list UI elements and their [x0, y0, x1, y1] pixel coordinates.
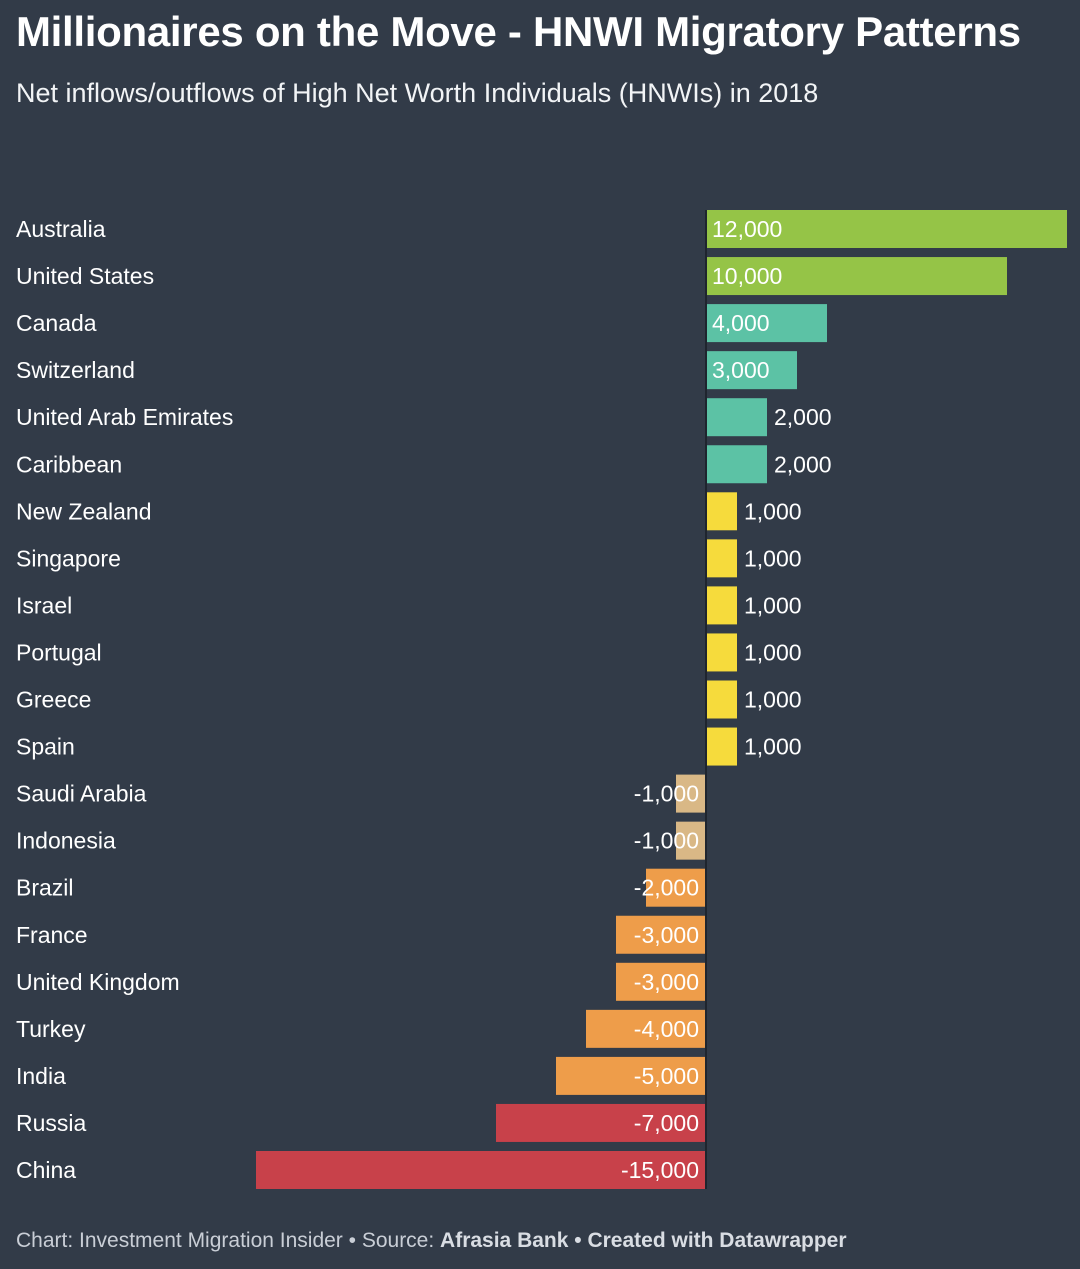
bar-united-kingdom	[616, 962, 706, 1001]
value-label-new-zealand: 1,000	[744, 498, 802, 524]
value-label-singapore: 1,000	[744, 545, 802, 571]
bar-caribbean	[707, 445, 767, 484]
category-label-united-arab-emirates: United Arab Emirates	[16, 404, 233, 430]
value-label-greece: 1,000	[744, 687, 802, 713]
category-label-australia: Australia	[16, 216, 106, 242]
bar-turkey	[586, 1009, 706, 1048]
value-label-turkey: -4,000	[634, 1016, 699, 1042]
bar-india	[556, 1056, 706, 1095]
bar-spain	[707, 727, 737, 766]
bar-brazil	[646, 868, 706, 907]
value-label-switzerland: 3,000	[712, 357, 770, 383]
chart-title: Millionaires on the Move - HNWI Migrator…	[16, 8, 1021, 55]
category-label-switzerland: Switzerland	[16, 357, 135, 383]
bar-united-arab-emirates	[707, 398, 767, 437]
category-label-saudi-arabia: Saudi Arabia	[16, 781, 147, 807]
category-label-united-kingdom: United Kingdom	[16, 969, 180, 995]
category-label-russia: Russia	[16, 1110, 87, 1136]
bar-greece	[707, 680, 737, 719]
value-label-australia: 12,000	[712, 216, 782, 242]
value-label-united-states: 10,000	[712, 263, 782, 289]
bar-portugal	[707, 633, 737, 672]
value-label-china: -15,000	[621, 1157, 699, 1183]
value-label-caribbean: 2,000	[774, 451, 832, 477]
bar-indonesia	[676, 821, 706, 860]
value-label-russia: -7,000	[634, 1110, 699, 1136]
value-label-canada: 4,000	[712, 310, 770, 336]
value-label-spain: 1,000	[744, 734, 802, 760]
bar-australia	[707, 210, 1067, 248]
category-label-indonesia: Indonesia	[16, 828, 116, 854]
category-label-france: France	[16, 922, 88, 948]
category-label-caribbean: Caribbean	[16, 451, 122, 477]
footer-source: Afrasia Bank	[440, 1229, 569, 1252]
chart-subtitle: Net inflows/outflows of High Net Worth I…	[16, 78, 819, 108]
value-label-indonesia: -1,000	[634, 828, 699, 854]
value-label-israel: 1,000	[744, 592, 802, 618]
footer-prefix: Chart: Investment Migration Insider • So…	[16, 1229, 441, 1252]
category-label-new-zealand: New Zealand	[16, 498, 152, 524]
category-label-canada: Canada	[16, 310, 97, 336]
value-label-united-kingdom: -3,000	[634, 969, 699, 995]
bar-singapore	[707, 539, 737, 578]
bar-switzerland	[707, 351, 797, 390]
category-label-india: India	[16, 1063, 66, 1089]
bar-canada	[707, 304, 827, 343]
value-label-saudi-arabia: -1,000	[634, 781, 699, 807]
category-label-israel: Israel	[16, 592, 72, 618]
chart-footer: Chart: Investment Migration Insider • So…	[16, 1229, 847, 1253]
bar-saudi-arabia	[676, 774, 706, 813]
category-label-china: China	[16, 1157, 76, 1183]
bar-russia	[496, 1103, 706, 1142]
value-label-portugal: 1,000	[744, 639, 802, 665]
bar-france	[616, 915, 706, 954]
category-label-singapore: Singapore	[16, 545, 121, 571]
value-label-india: -5,000	[634, 1063, 699, 1089]
bar-israel	[707, 586, 737, 625]
value-label-france: -3,000	[634, 922, 699, 948]
category-label-portugal: Portugal	[16, 639, 102, 665]
bar-new-zealand	[707, 492, 737, 531]
value-label-united-arab-emirates: 2,000	[774, 404, 832, 430]
bar-china	[256, 1151, 706, 1189]
bar-united-states	[707, 257, 1007, 296]
category-label-united-states: United States	[16, 263, 154, 289]
category-label-greece: Greece	[16, 687, 91, 713]
footer-credit: Created with Datawrapper	[587, 1229, 847, 1252]
category-label-spain: Spain	[16, 734, 75, 760]
category-label-brazil: Brazil	[16, 875, 74, 901]
value-label-brazil: -2,000	[634, 875, 699, 901]
footer-separator: •	[568, 1229, 588, 1252]
category-label-turkey: Turkey	[16, 1016, 86, 1042]
